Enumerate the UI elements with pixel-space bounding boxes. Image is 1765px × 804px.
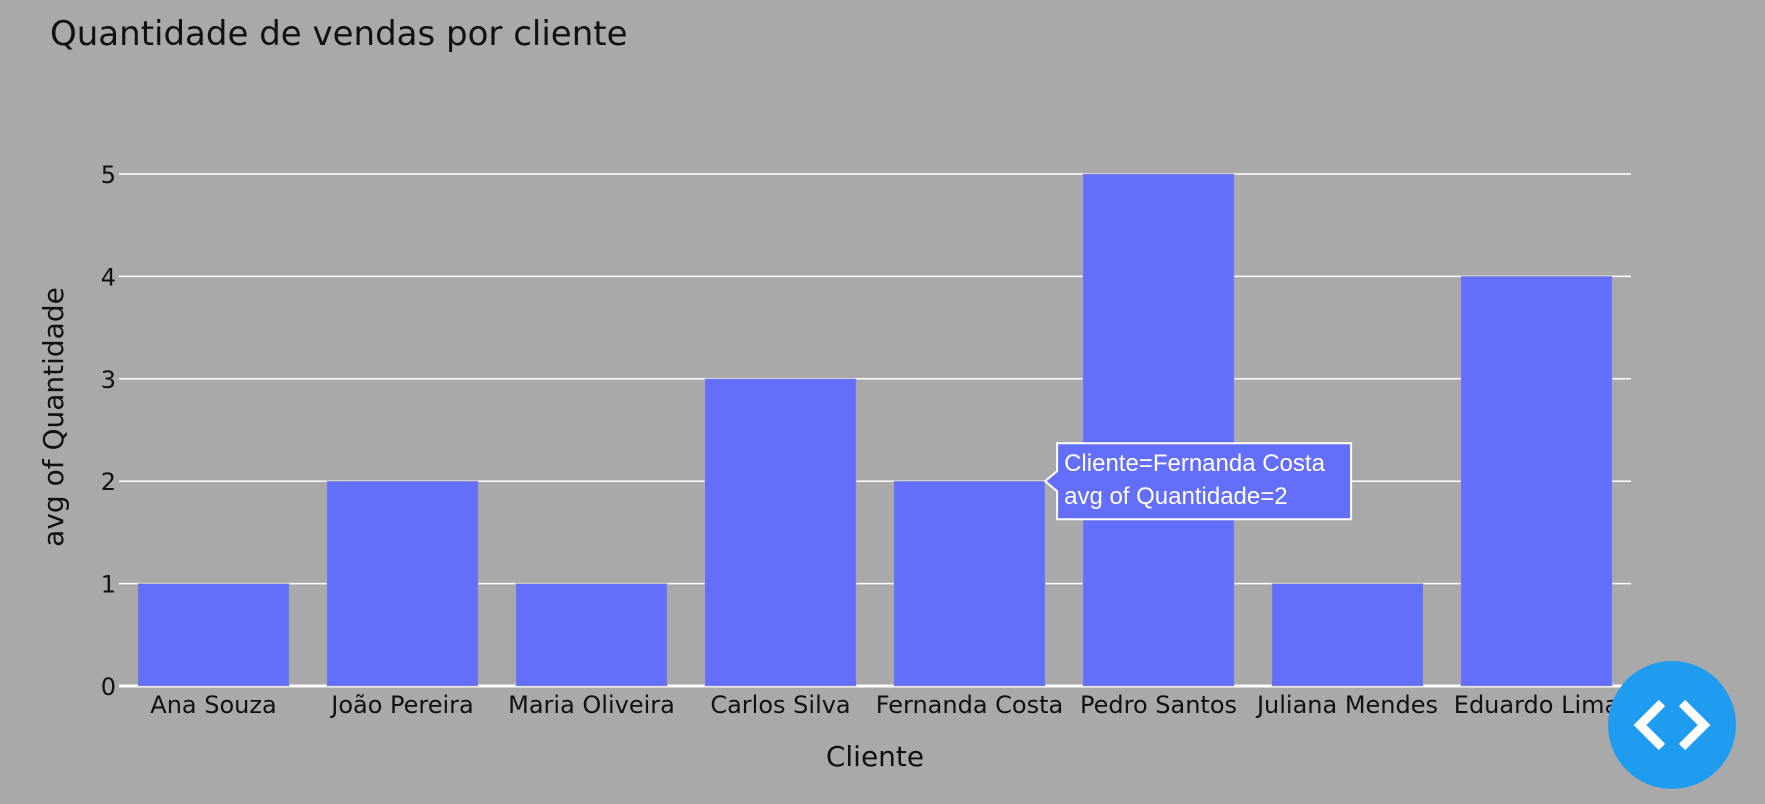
y-tick-label: 5 (101, 161, 116, 189)
tooltip-line-category: Cliente=Fernanda Costa (1064, 450, 1325, 477)
x-tick-label: Eduardo Lima (1454, 691, 1619, 719)
x-axis-label: Cliente (826, 740, 924, 773)
x-tick-labels: Ana Souza João Pereira Maria Oliveira Carlo… (150, 691, 1619, 719)
x-tick-label: Juliana Mendes (1255, 691, 1438, 719)
y-tick-label: 3 (101, 366, 116, 394)
bar[interactable] (1460, 276, 1613, 687)
y-tick-label: 0 (101, 673, 116, 701)
tooltip-box (1043, 442, 1353, 521)
code-toggle-button[interactable] (1608, 661, 1736, 789)
y-tick-label: 1 (101, 571, 116, 599)
x-tick-label: Maria Oliveira (508, 691, 675, 719)
x-tick-label: João Pereira (329, 691, 474, 719)
bar[interactable] (326, 480, 479, 687)
x-tick-label: Ana Souza (150, 691, 276, 719)
bar[interactable] (704, 378, 857, 687)
bar[interactable] (515, 583, 668, 687)
y-tick-labels: 0 1 2 3 4 5 (101, 161, 116, 701)
x-tick-label: Fernanda Costa (876, 691, 1063, 719)
bar[interactable] (893, 480, 1046, 687)
hover-tooltip: Cliente=Fernanda Costa avg of Quantidade=… (1043, 442, 1353, 521)
y-tick-label: 2 (101, 468, 116, 496)
tooltip-line-value: avg of Quantidade=2 (1064, 483, 1288, 510)
x-tick-label: Pedro Santos (1080, 691, 1237, 719)
chart-title: Quantidade de vendas por cliente (50, 14, 628, 54)
bar[interactable] (1271, 583, 1424, 687)
bar[interactable] (1082, 173, 1235, 687)
bars (137, 173, 1613, 687)
y-tick-label: 4 (101, 263, 116, 291)
bar[interactable] (137, 583, 290, 687)
y-axis-label: avg of Quantidade (37, 287, 70, 547)
x-tick-label: Carlos Silva (710, 691, 850, 719)
code-icon (1633, 699, 1711, 751)
